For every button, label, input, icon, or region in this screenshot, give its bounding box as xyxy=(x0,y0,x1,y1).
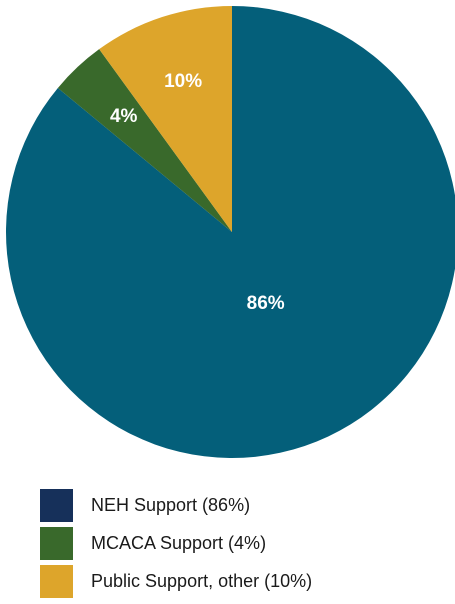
legend-item-mcaca-support: MCACA Support (4%) xyxy=(40,526,312,561)
slice-label-public-support-other: 10% xyxy=(164,71,202,92)
pie-chart: 86% 4% 10% xyxy=(6,6,455,458)
legend-label-public-support: Public Support, other (10%) xyxy=(91,571,313,591)
slice-label-mcaca-support: 4% xyxy=(110,106,138,127)
pie-slice-neh-support xyxy=(6,6,455,458)
slice-label-neh-support: 86% xyxy=(247,293,285,314)
legend-swatch-neh-support xyxy=(40,489,73,522)
legend-label-mcaca-support: MCACA Support (4%) xyxy=(91,533,267,553)
legend-item-neh-support: NEH Support (86%) xyxy=(40,488,312,523)
pie-slice-public-support-other xyxy=(99,6,233,232)
legend: NEH Support (86%) MCACA Support (4%) Pub… xyxy=(40,488,312,602)
legend-item-public-support: Public Support, other (10%) xyxy=(40,564,312,599)
pie-slice-mcaca-support xyxy=(57,49,232,233)
legend-swatch-mcaca-support xyxy=(40,527,73,560)
legend-swatch-public-support xyxy=(40,565,73,598)
legend-label-neh-support: NEH Support (86%) xyxy=(91,495,251,515)
